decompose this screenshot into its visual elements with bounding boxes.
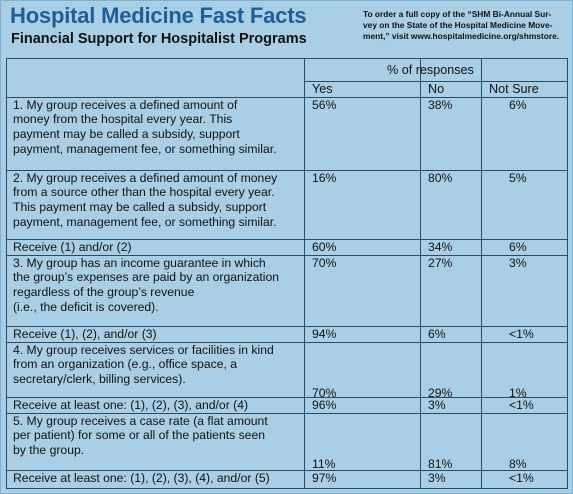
row-description-line: money from the hospital every year. This (13, 112, 233, 127)
column-divider (481, 59, 482, 488)
page-subtitle: Financial Support for Hospitalist Progra… (11, 31, 307, 47)
cell-no: 6% (428, 326, 446, 341)
cell-no: 81% (428, 456, 453, 471)
row-divider (7, 239, 567, 240)
cell-not-sure: 8% (509, 456, 527, 471)
row-description-line: 4. My group receives services or facilit… (13, 342, 274, 357)
cell-not-sure: 6% (509, 239, 527, 254)
cell-not-sure: 6% (509, 97, 527, 112)
row-description-line: Receive (1), (2), and/or (3) (13, 326, 157, 341)
cell-yes: 11% (312, 456, 336, 471)
row-description-line: per patient) for some or all of the pati… (13, 428, 266, 443)
responses-group-header: % of responses (387, 63, 474, 77)
cell-no: 38% (428, 97, 453, 112)
cell-yes: 97% (312, 470, 337, 485)
row-description-line: secretary/clerk, billing services). (13, 372, 186, 387)
order-note-line: ment,” visit www.hospitalmedicine.org/sh… (363, 31, 560, 41)
cell-yes: 70% (312, 255, 337, 270)
row-divider (7, 470, 567, 471)
row-description-line: by the group. (13, 443, 85, 458)
cell-yes: 16% (312, 170, 337, 185)
cell-yes: 70% (312, 385, 337, 400)
column-header-yes: Yes (312, 82, 333, 96)
row-description-line: regardless of the group’s revenue (13, 285, 195, 300)
cell-yes: 96% (312, 397, 337, 412)
row-divider (7, 255, 567, 256)
cell-not-sure: 5% (509, 170, 527, 185)
cell-no: 3% (428, 470, 446, 485)
row-description-line: the group’s expenses are paid by an orga… (13, 270, 280, 285)
row-divider (7, 413, 567, 414)
column-header-no: No (428, 82, 445, 96)
row-divider (7, 342, 567, 343)
order-note-line: vey on the State of the Hospital Medicin… (363, 20, 553, 30)
cell-not-sure: <1% (509, 470, 534, 485)
row-description-line: payment may be called a subsidy, support (13, 127, 240, 142)
cell-not-sure: <1% (509, 326, 534, 341)
row-description-line: (i.e., the deficit is covered). (13, 299, 159, 314)
cell-not-sure: 3% (509, 255, 527, 270)
cell-no: 29% (428, 385, 453, 400)
row-description-line: This payment may be called a subsidy, su… (13, 200, 267, 215)
row-description-line: Receive at least one: (1), (2), (3), (4)… (13, 470, 270, 485)
cell-yes: 56% (312, 97, 337, 112)
row-description-line: 2. My group receives a defined amount of… (13, 170, 278, 185)
header-bottom-line (7, 97, 567, 98)
cell-yes: 94% (312, 326, 337, 341)
cell-not-sure: 1% (509, 385, 527, 400)
row-description-line: from a source other than the hospital ev… (13, 185, 275, 200)
order-note: To order a full copy of the “SHM Bi-Annu… (363, 9, 569, 42)
column-divider (304, 59, 305, 488)
cell-yes: 60% (312, 239, 337, 254)
row-divider (7, 326, 567, 327)
row-description-line: payment, management fee, or something si… (13, 214, 277, 229)
column-divider (420, 59, 421, 488)
header-divider (304, 81, 567, 82)
row-description-line: payment, management fee, or something si… (13, 141, 277, 156)
cell-no: 34% (428, 239, 453, 254)
row-description-line: Receive (1) and/or (2) (13, 239, 132, 254)
cell-no: 3% (428, 397, 446, 412)
row-divider (7, 170, 567, 171)
row-description-line: 3. My group has an income guarantee in w… (13, 255, 266, 270)
cell-no: 80% (428, 170, 453, 185)
order-note-line: To order a full copy of the “SHM Bi-Annu… (363, 9, 552, 19)
cell-no: 27% (428, 255, 453, 270)
column-header-not-sure: Not Sure (489, 82, 539, 96)
survey-table: % of responses Yes No Not Sure 1. My gro… (6, 58, 568, 489)
cell-not-sure: <1% (509, 397, 534, 412)
page-title: Hospital Medicine Fast Facts (10, 3, 307, 28)
row-description-line: 5. My group receives a case rate (a flat… (13, 413, 268, 428)
row-description-line: from an organization (e.g., office space… (13, 357, 238, 372)
row-description-line: Receive at least one: (1), (2), (3), and… (13, 397, 249, 412)
row-description-line: 1. My group receives a defined amount of (13, 97, 238, 112)
row-divider (7, 397, 567, 398)
